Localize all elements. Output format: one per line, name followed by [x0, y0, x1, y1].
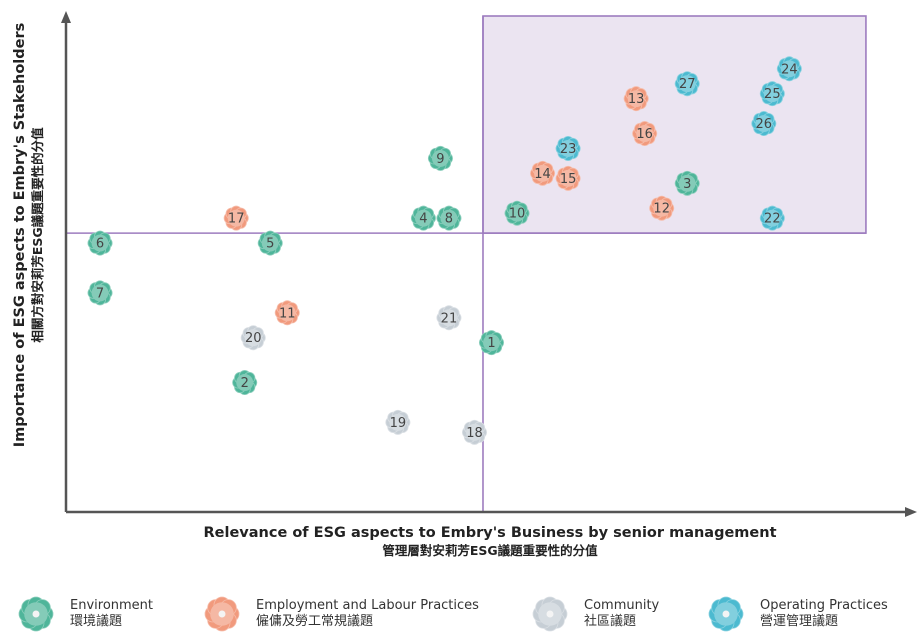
point-label: 27: [679, 77, 696, 92]
flower-icon: [532, 596, 568, 632]
legend-label-zh: 環境議題: [70, 614, 123, 629]
legend-label: Environment: [70, 598, 154, 613]
point-label: 12: [653, 202, 670, 217]
point-6: 6: [87, 230, 113, 256]
legend-label: Operating Practices: [760, 598, 888, 613]
point-15: 15: [555, 165, 581, 191]
point-label: 1: [487, 336, 495, 351]
point-2: 2: [232, 370, 258, 396]
point-label: 13: [628, 92, 645, 107]
point-20: 20: [240, 325, 266, 351]
point-label: 3: [683, 177, 691, 192]
point-label: 8: [445, 212, 453, 227]
y-axis-arrow: [61, 11, 71, 23]
point-12: 12: [649, 195, 675, 221]
legend-label-zh: 僱傭及勞工常規議題: [256, 614, 374, 629]
x-axis-label-zh: 管理層對安莉芳ESG議題重要性的分值: [382, 543, 598, 558]
point-4: 4: [410, 205, 436, 231]
x-axis-label: Relevance of ESG aspects to Embry's Busi…: [130, 524, 850, 560]
point-3: 3: [674, 170, 700, 196]
legend: Environment 環境議題 Employment and Labour P…: [0, 594, 919, 634]
point-1: 1: [478, 330, 504, 356]
flower-icon: [708, 596, 744, 632]
point-27: 27: [674, 71, 700, 97]
point-16: 16: [632, 121, 658, 147]
x-axis-arrow: [905, 507, 917, 517]
point-label: 9: [436, 152, 444, 167]
point-14: 14: [530, 160, 556, 186]
point-label: 5: [266, 237, 274, 252]
point-10: 10: [504, 200, 530, 226]
point-label: 4: [419, 212, 427, 227]
point-18: 18: [461, 419, 487, 445]
flower-icon: [204, 596, 240, 632]
point-7: 7: [87, 280, 113, 306]
legend-label: Employment and Labour Practices: [256, 598, 479, 613]
point-label: 14: [534, 167, 551, 182]
point-label: 18: [466, 426, 483, 441]
point-label: 11: [279, 306, 296, 321]
point-8: 8: [436, 205, 462, 231]
point-19: 19: [385, 409, 411, 435]
point-label: 25: [764, 87, 781, 102]
point-11: 11: [274, 300, 300, 326]
point-label: 17: [228, 212, 245, 227]
point-label: 22: [764, 212, 781, 227]
y-axis-label: Importance of ESG aspects to Embry's Sta…: [4, 0, 54, 470]
high-priority-region: [482, 15, 867, 234]
point-label: 19: [390, 416, 407, 431]
legend-label-zh: 營運管理議題: [760, 614, 839, 629]
point-24: 24: [776, 56, 802, 82]
point-label: 24: [781, 62, 798, 77]
point-13: 13: [623, 86, 649, 112]
x-axis-label-en: Relevance of ESG aspects to Embry's Busi…: [203, 525, 777, 541]
point-17: 17: [223, 205, 249, 231]
point-label: 16: [636, 127, 653, 142]
y-axis-label-zh: 相關方對安莉芳ESG議題重要性的分值: [30, 127, 45, 343]
point-5: 5: [257, 230, 283, 256]
point-22: 22: [759, 205, 785, 231]
point-25: 25: [759, 81, 785, 107]
flower-icon: [18, 596, 54, 632]
point-label: 7: [96, 286, 104, 301]
legend-label-zh: 社區議題: [584, 614, 637, 629]
point-label: 15: [560, 172, 577, 187]
point-label: 10: [509, 207, 526, 222]
legend-label: Community: [584, 598, 660, 613]
point-26: 26: [751, 111, 777, 137]
point-9: 9: [427, 145, 453, 171]
point-label: 2: [241, 376, 249, 391]
point-label: 26: [756, 117, 773, 132]
point-label: 21: [441, 311, 458, 326]
point-label: 23: [560, 142, 577, 157]
y-axis-label-en: Importance of ESG aspects to Embry's Sta…: [12, 22, 28, 448]
point-label: 6: [96, 237, 104, 252]
point-23: 23: [555, 135, 581, 161]
point-21: 21: [436, 305, 462, 331]
point-label: 20: [245, 331, 262, 346]
